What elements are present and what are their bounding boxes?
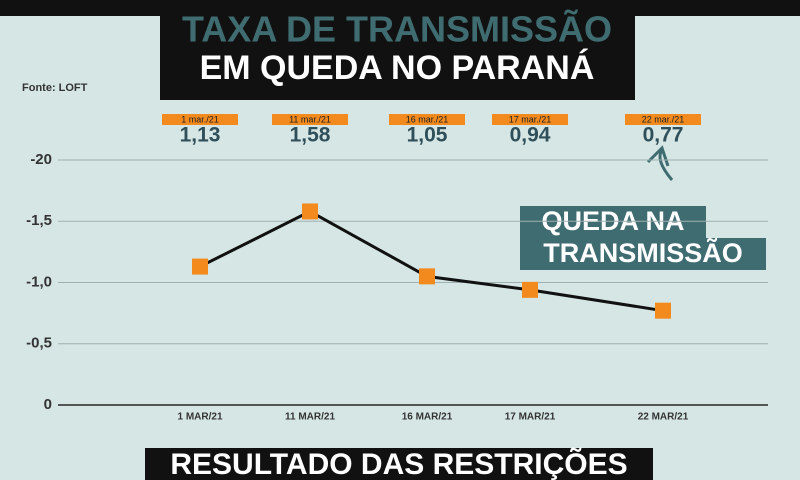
date-tag-box xyxy=(492,114,568,125)
y-tick-label: -0,5 xyxy=(26,335,52,352)
annotation-box xyxy=(520,238,766,270)
value-label: 0,77 xyxy=(643,124,684,147)
chart-title: TAXA DE TRANSMISSÃO xyxy=(182,8,612,50)
date-tag-box xyxy=(272,114,348,125)
source: Fonte: LOFT xyxy=(22,82,88,94)
date-tag-box xyxy=(389,114,465,125)
date-tag: 11 mar./21 xyxy=(289,114,331,124)
x-tick-label: 22 MAR/21 xyxy=(638,412,689,423)
y-tick-label: -1,5 xyxy=(26,212,52,229)
value-label: 1,58 xyxy=(290,124,331,147)
date-tag-box xyxy=(625,114,701,125)
value-label: 1,05 xyxy=(407,124,448,147)
title-box xyxy=(160,0,635,100)
marker xyxy=(655,302,671,319)
marker xyxy=(302,203,318,220)
date-tag: 1 mar./21 xyxy=(181,114,219,124)
annotation-box xyxy=(520,206,706,238)
x-tick-label: 11 MAR/21 xyxy=(285,412,335,423)
marker xyxy=(419,268,435,285)
y-tick-label: -1,0 xyxy=(26,273,52,290)
y-tick-label: 0 xyxy=(44,396,52,413)
date-tag: 16 mar./21 xyxy=(406,114,449,124)
date-tag-box xyxy=(162,114,238,125)
date-tag: 17 mar./21 xyxy=(509,114,552,124)
value-label: 0,94 xyxy=(510,124,551,147)
x-tick-label: 1 MAR/21 xyxy=(177,412,222,423)
y-tick-label: -20 xyxy=(30,151,52,168)
x-tick-label: 17 MAR/21 xyxy=(505,412,556,423)
marker xyxy=(192,258,208,275)
footer: RESULTADO DAS RESTRIÇÕES xyxy=(170,447,627,480)
marker xyxy=(522,281,538,298)
footer-box xyxy=(145,448,653,480)
x-tick-label: 16 MAR/21 xyxy=(402,412,453,423)
date-tag: 22 mar./21 xyxy=(642,114,685,124)
annotation: TRANSMISSÃO xyxy=(543,237,743,268)
chart-subtitle: EM QUEDA NO PARANÁ xyxy=(200,49,595,87)
value-label: 1,13 xyxy=(180,124,221,147)
